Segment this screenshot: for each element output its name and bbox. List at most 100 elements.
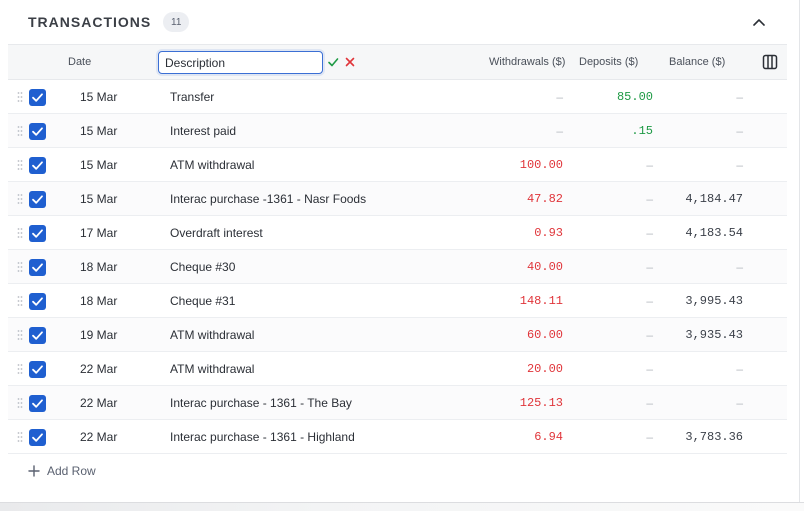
column-header-deposits[interactable]: Deposits ($) [579, 56, 639, 68]
drag-dots [17, 330, 23, 340]
row-checkbox[interactable] [29, 89, 46, 106]
drag-handle-icon[interactable] [17, 125, 23, 137]
collapse-button[interactable] [748, 12, 770, 32]
drag-handle-icon[interactable] [17, 159, 23, 171]
drag-handle-icon[interactable] [17, 193, 23, 205]
cell-deposit: – [646, 293, 653, 308]
table-body: 15 Mar Transfer – 85.00 – 15 Mar Interest paid… [8, 80, 787, 454]
cell-date: 15 Mar [80, 89, 118, 104]
cell-withdrawal: 47.82 [526, 191, 563, 206]
drag-handle-icon[interactable] [17, 329, 23, 341]
column-header-balance[interactable]: Balance ($) [669, 56, 726, 68]
cell-date: 17 Mar [80, 225, 118, 240]
cell-withdrawal: 125.13 [519, 395, 563, 410]
cell-withdrawal: 60.00 [526, 327, 563, 342]
cell-description: Cheque #30 [170, 259, 236, 274]
drag-handle-icon[interactable] [17, 431, 23, 443]
table-row[interactable]: 15 Mar Interest paid – .15 – [8, 114, 787, 148]
cell-balance: – [736, 259, 743, 274]
checkmark-icon [32, 229, 43, 238]
cell-date: 15 Mar [80, 123, 118, 138]
cell-withdrawal: 40.00 [526, 259, 563, 274]
checkmark-icon [32, 127, 43, 136]
columns-icon [762, 54, 778, 70]
table-row[interactable]: 15 Mar Transfer – 85.00 – [8, 80, 787, 114]
drag-dots [17, 160, 23, 170]
cell-date: 22 Mar [80, 429, 118, 444]
drag-dots [17, 398, 23, 408]
table-row[interactable]: 17 Mar Overdraft interest 0.93 – 4,183.54 [8, 216, 787, 250]
cell-description: Interac purchase - 1361 - Highland [170, 429, 355, 444]
cell-date: 19 Mar [80, 327, 118, 342]
checkmark-icon [32, 195, 43, 204]
row-checkbox[interactable] [29, 123, 46, 140]
cell-description: Interest paid [170, 123, 237, 138]
drag-handle-icon[interactable] [17, 227, 23, 239]
table-row[interactable]: 18 Mar Cheque #31 148.11 – 3,995.43 [8, 284, 787, 318]
row-checkbox[interactable] [29, 225, 46, 242]
cell-withdrawal: – [556, 123, 563, 138]
row-checkbox[interactable] [29, 327, 46, 344]
cell-withdrawal: 6.94 [534, 429, 563, 444]
table-row[interactable]: 15 Mar ATM withdrawal 100.00 – – [8, 148, 787, 182]
description-header-input[interactable] [158, 51, 323, 74]
column-settings-button[interactable] [760, 52, 780, 72]
cell-description: Cheque #31 [170, 293, 236, 308]
add-row-button[interactable]: Add Row [28, 462, 96, 480]
drag-dots [17, 126, 23, 136]
cell-description: Interac purchase -1361 - Nasr Foods [170, 191, 367, 206]
table-row[interactable]: 19 Mar ATM withdrawal 60.00 – 3,935.43 [8, 318, 787, 352]
cell-deposit: – [646, 225, 653, 240]
cell-deposit: – [646, 327, 653, 342]
drag-handle-icon[interactable] [17, 397, 23, 409]
drag-handle-icon[interactable] [17, 261, 23, 273]
table-row[interactable]: 18 Mar Cheque #30 40.00 – – [8, 250, 787, 284]
row-checkbox[interactable] [29, 293, 46, 310]
drag-dots [17, 432, 23, 442]
checkmark-icon [32, 365, 43, 374]
row-checkbox[interactable] [29, 429, 46, 446]
table-row[interactable]: 22 Mar ATM withdrawal 20.00 – – [8, 352, 787, 386]
checkmark-icon [32, 433, 43, 442]
cell-balance: 3,935.43 [685, 327, 743, 342]
cell-deposit: – [646, 395, 653, 410]
cell-balance: – [736, 89, 743, 104]
transactions-table: Date Withdrawals ($) Deposits ($) Balanc… [8, 44, 787, 454]
table-row[interactable]: 22 Mar Interac purchase - 1361 - Highland… [8, 420, 787, 454]
cell-balance: – [736, 123, 743, 138]
drag-dots [17, 364, 23, 374]
cell-balance: 4,184.47 [685, 191, 743, 206]
drag-dots [17, 228, 23, 238]
table-row[interactable]: 15 Mar Interac purchase -1361 - Nasr Food… [8, 182, 787, 216]
check-icon [328, 58, 339, 67]
cell-date: 22 Mar [80, 361, 118, 376]
cell-deposit: – [646, 191, 653, 206]
row-checkbox[interactable] [29, 395, 46, 412]
drag-handle-icon[interactable] [17, 295, 23, 307]
cell-balance: – [736, 395, 743, 410]
column-header-withdrawals[interactable]: Withdrawals ($) [489, 56, 566, 68]
chevron-up-icon [753, 19, 765, 26]
row-checkbox[interactable] [29, 361, 46, 378]
confirm-button[interactable] [327, 54, 341, 70]
section-header: TRANSACTIONS 11 [28, 10, 190, 34]
section-title: TRANSACTIONS [28, 14, 152, 30]
cell-balance: – [736, 157, 743, 172]
cancel-button[interactable] [344, 54, 358, 70]
table-row[interactable]: 22 Mar Interac purchase - 1361 - The Bay 1… [8, 386, 787, 420]
drag-handle-icon[interactable] [17, 91, 23, 103]
cell-balance: 3,995.43 [685, 293, 743, 308]
drag-handle-icon[interactable] [17, 363, 23, 375]
row-checkbox[interactable] [29, 259, 46, 276]
cell-date: 15 Mar [80, 157, 118, 172]
plus-icon [28, 465, 40, 477]
cell-description: Interac purchase - 1361 - The Bay [170, 395, 352, 410]
column-header-date[interactable]: Date [68, 56, 92, 68]
cell-deposit: .15 [631, 123, 653, 138]
cell-description: ATM withdrawal [170, 327, 255, 342]
row-checkbox[interactable] [29, 191, 46, 208]
cell-deposit: – [646, 259, 653, 274]
cell-withdrawal: 0.93 [534, 225, 563, 240]
row-checkbox[interactable] [29, 157, 46, 174]
cell-balance: 4,183.54 [685, 225, 743, 240]
